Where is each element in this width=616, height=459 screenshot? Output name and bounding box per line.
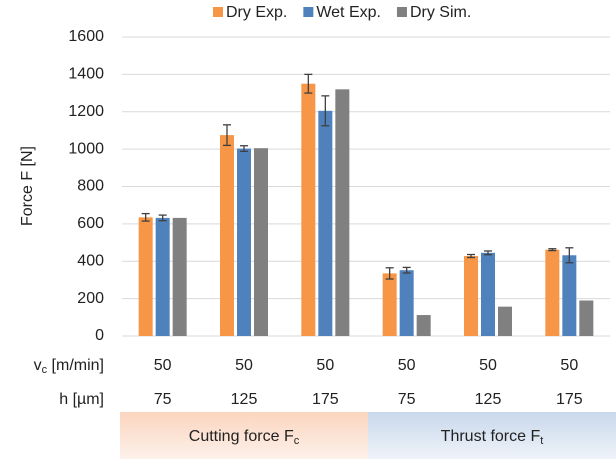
legend-label: Dry Exp. (226, 4, 287, 21)
bar (545, 249, 560, 336)
error-bar (304, 73, 313, 94)
legend-label: Dry Sim. (410, 4, 471, 21)
x-tick-label: 75 (154, 391, 172, 408)
x-tick-label: 50 (479, 357, 497, 374)
x-tick-label: 175 (556, 391, 583, 408)
bar (464, 256, 478, 336)
legend-swatch (213, 7, 223, 17)
y-tick-label: 400 (77, 252, 104, 269)
legend-label: Wet Exp. (316, 4, 381, 21)
x-tick-label: 75 (398, 391, 416, 408)
group-label: Cutting force Fc (189, 428, 300, 447)
error-bar (565, 247, 574, 264)
x-tick-label: 175 (312, 391, 339, 408)
x-tick-label: 125 (475, 391, 502, 408)
text-part: t (540, 435, 543, 447)
bar (237, 148, 251, 336)
error-bar (141, 212, 150, 222)
x-tick-label: 50 (154, 357, 172, 374)
text-part: Thrust force F (441, 428, 541, 445)
text-part: h [µm] (59, 391, 104, 408)
row-label: h [µm] (59, 391, 104, 408)
error-bar (467, 253, 475, 259)
bar (382, 273, 397, 336)
group-label: Thrust force Ft (441, 428, 544, 447)
bar (138, 217, 153, 336)
text-part: [m/min] (47, 357, 104, 374)
y-tick-label: 1600 (68, 28, 104, 45)
y-tick-label: 1000 (68, 140, 104, 157)
bar (498, 306, 512, 336)
bar (416, 315, 431, 336)
error-bar (240, 145, 248, 153)
legend-swatch (303, 7, 314, 17)
bar (172, 217, 187, 336)
x-tick-label: 50 (398, 357, 416, 374)
y-tick-label: 0 (95, 327, 104, 344)
error-bar (402, 266, 411, 274)
bar (579, 300, 594, 336)
text-part: c (42, 364, 48, 376)
error-bar (484, 250, 492, 256)
y-tick-label: 1200 (68, 103, 104, 120)
error-bar (385, 267, 394, 280)
error-bar (548, 248, 557, 252)
bar (562, 255, 577, 336)
error-bar (321, 95, 330, 127)
bar (155, 217, 170, 336)
group-band (120, 412, 368, 459)
row-label: vc [m/min] (34, 357, 104, 376)
y-tick-label: 800 (77, 178, 104, 195)
group-band (368, 412, 616, 459)
y-tick-label: 200 (77, 290, 104, 307)
bar (301, 83, 316, 336)
y-tick-label: 600 (77, 215, 104, 232)
y-axis-label: Force F [N] (19, 146, 36, 226)
text-part: Cutting force F (189, 428, 294, 445)
bar (220, 135, 234, 336)
bar (481, 252, 495, 336)
x-tick-label: 50 (316, 357, 334, 374)
x-tick-label: 50 (560, 357, 578, 374)
error-bar (158, 214, 167, 222)
y-tick-label: 1400 (68, 66, 104, 83)
bar (254, 148, 268, 336)
text-part: v (34, 357, 42, 374)
x-tick-label: 125 (231, 391, 258, 408)
bar (399, 270, 414, 336)
x-tick-label: 50 (235, 357, 253, 374)
bar (335, 89, 350, 336)
legend-swatch (396, 7, 407, 17)
text-part: c (294, 435, 300, 447)
error-bar (223, 124, 231, 147)
bar (318, 110, 333, 336)
